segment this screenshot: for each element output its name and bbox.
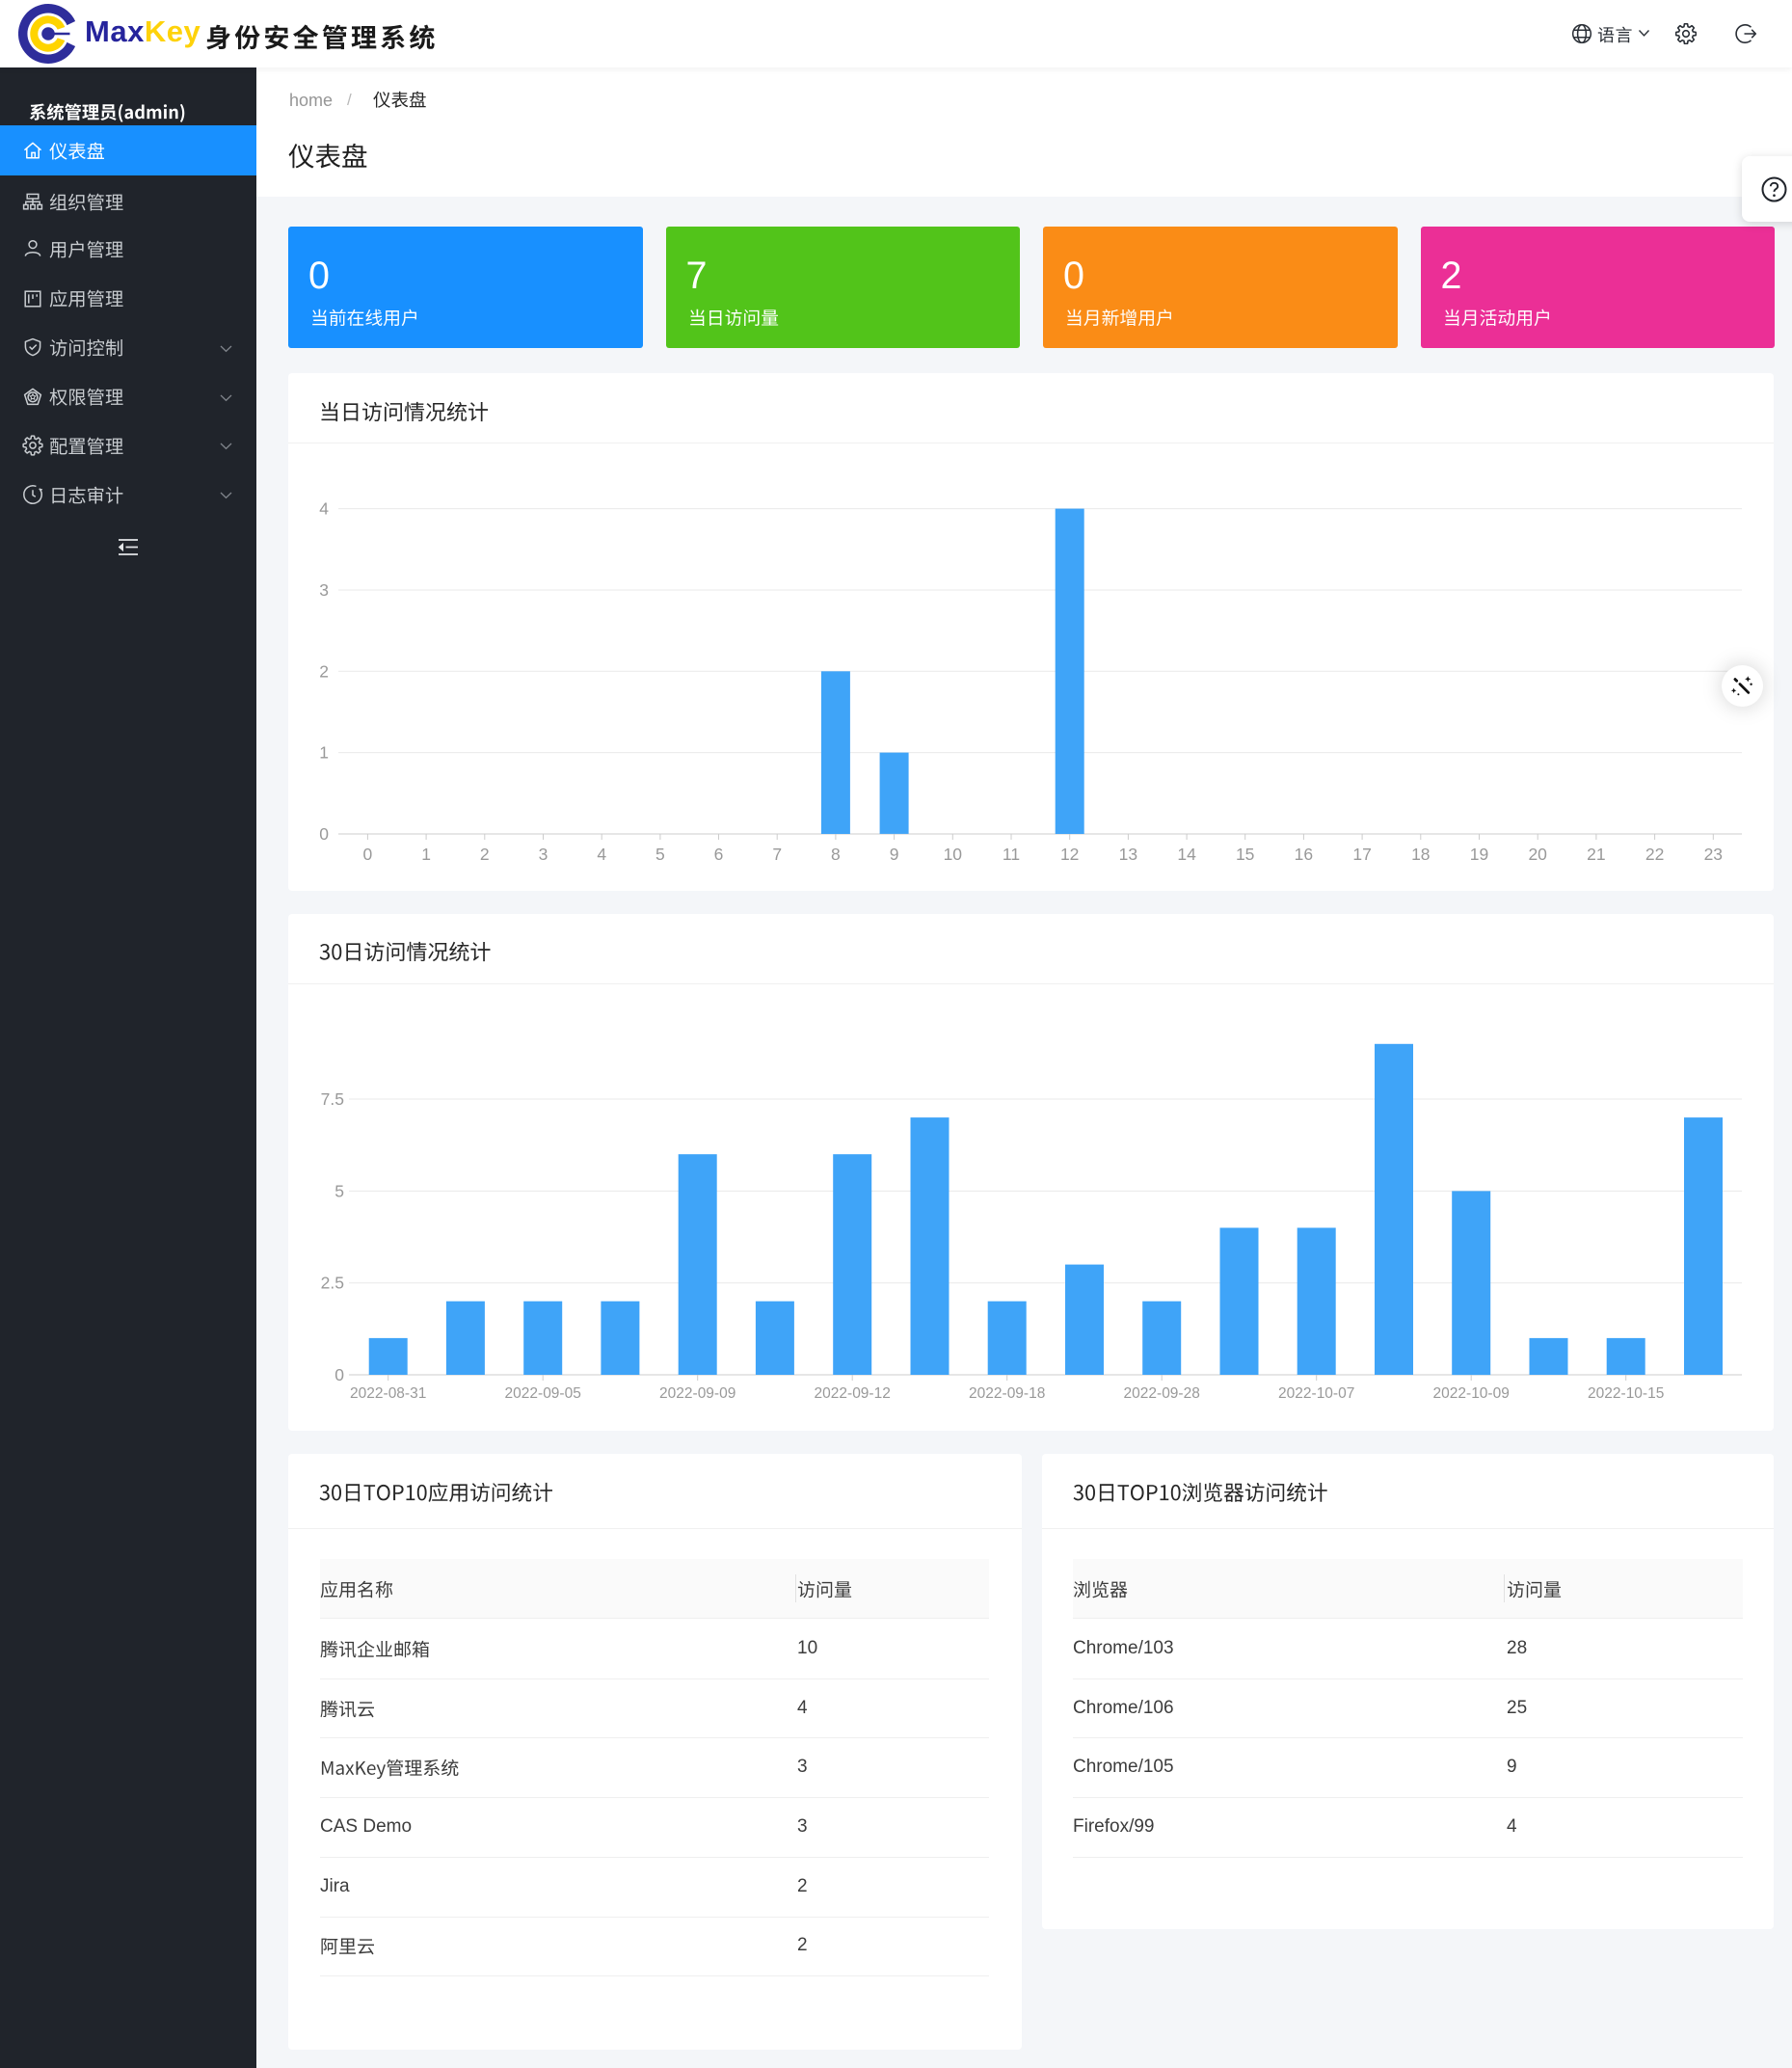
svg-text:19: 19 — [1470, 845, 1488, 864]
svg-text:3: 3 — [539, 845, 548, 864]
svg-text:9: 9 — [890, 845, 899, 864]
svg-text:1: 1 — [421, 845, 431, 864]
svg-text:2022-10-07: 2022-10-07 — [1278, 1385, 1354, 1402]
svg-text:8: 8 — [831, 845, 841, 864]
svg-text:2022-08-31: 2022-08-31 — [350, 1385, 426, 1402]
svg-text:0: 0 — [363, 845, 373, 864]
svg-text:11: 11 — [1003, 845, 1020, 864]
svg-text:2: 2 — [319, 661, 329, 681]
svg-text:0: 0 — [334, 1365, 344, 1384]
svg-text:5: 5 — [655, 845, 665, 864]
svg-text:7.5: 7.5 — [321, 1089, 344, 1109]
svg-text:15: 15 — [1236, 845, 1254, 864]
svg-text:2022-09-18: 2022-09-18 — [969, 1385, 1045, 1402]
svg-text:2022-09-12: 2022-09-12 — [815, 1385, 891, 1402]
svg-text:3: 3 — [319, 580, 329, 600]
svg-text:10: 10 — [944, 845, 963, 864]
svg-text:20: 20 — [1528, 845, 1547, 864]
svg-text:4: 4 — [597, 845, 606, 864]
svg-text:7: 7 — [772, 845, 782, 864]
svg-text:14: 14 — [1177, 845, 1196, 864]
svg-text:6: 6 — [714, 845, 724, 864]
svg-text:2.5: 2.5 — [321, 1274, 344, 1293]
svg-text:2022-10-15: 2022-10-15 — [1588, 1385, 1664, 1402]
svg-text:23: 23 — [1704, 845, 1723, 864]
svg-text:1: 1 — [319, 743, 329, 763]
svg-text:12: 12 — [1060, 845, 1079, 864]
svg-text:2022-09-05: 2022-09-05 — [505, 1385, 581, 1402]
svg-text:2022-09-28: 2022-09-28 — [1124, 1385, 1200, 1402]
svg-text:4: 4 — [319, 499, 329, 519]
svg-text:2: 2 — [480, 845, 490, 864]
svg-text:5: 5 — [334, 1181, 344, 1200]
svg-text:2022-09-09: 2022-09-09 — [659, 1385, 736, 1402]
svg-text:16: 16 — [1295, 845, 1313, 864]
svg-text:22: 22 — [1645, 845, 1664, 864]
svg-text:18: 18 — [1411, 845, 1430, 864]
svg-text:17: 17 — [1352, 845, 1371, 864]
svg-text:0: 0 — [319, 824, 329, 844]
svg-text:13: 13 — [1119, 845, 1137, 864]
svg-text:2022-10-09: 2022-10-09 — [1433, 1385, 1510, 1402]
svg-text:21: 21 — [1587, 845, 1605, 864]
